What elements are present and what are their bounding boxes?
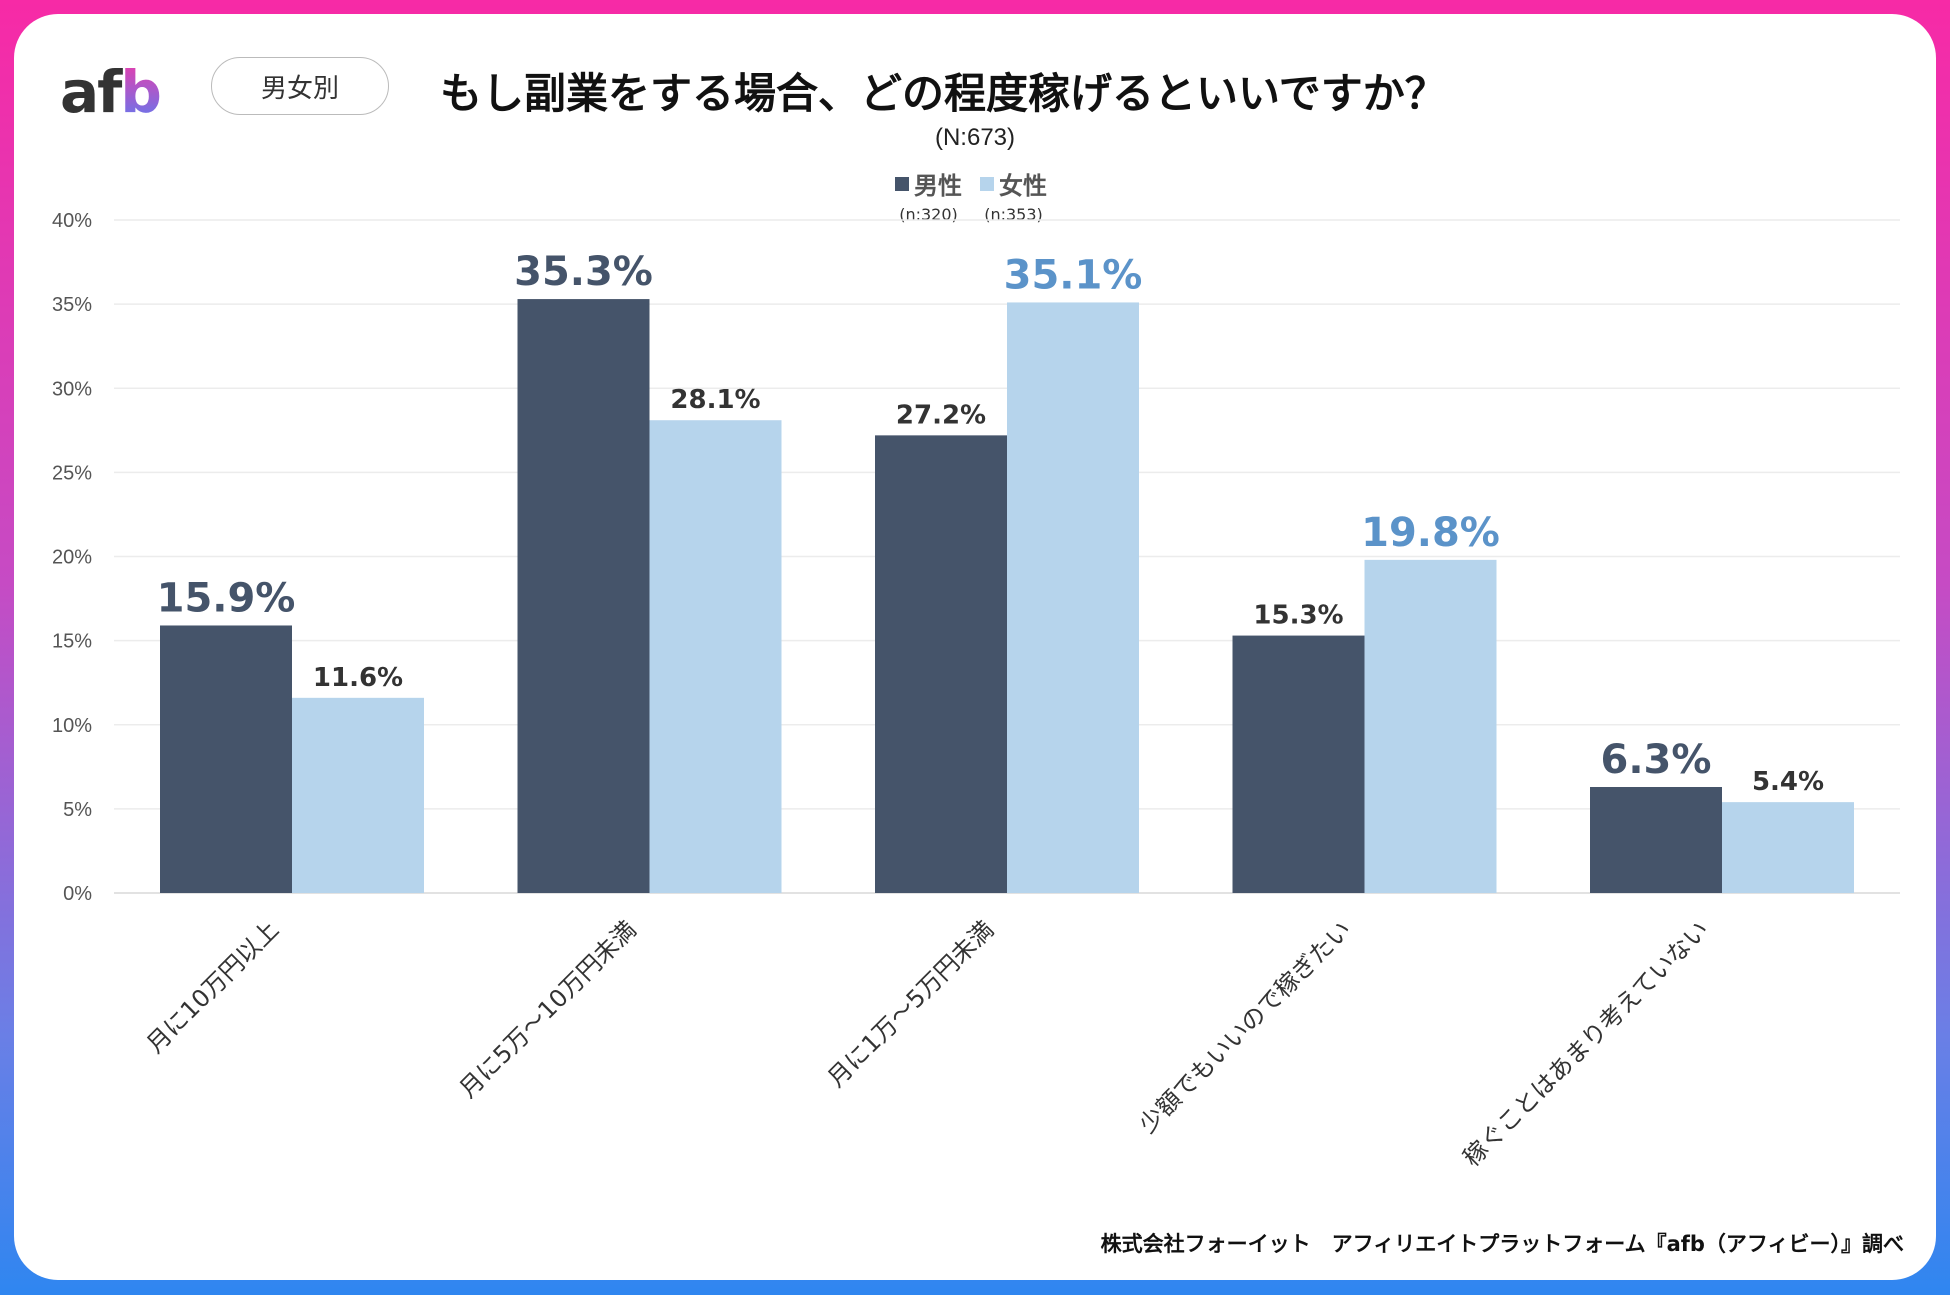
legend-swatch [980, 176, 994, 191]
bar-female [649, 420, 782, 893]
bar-female [1722, 802, 1854, 893]
afb-logo: afb [60, 58, 162, 126]
legend-label: 男性 [914, 172, 962, 200]
sample-size: (N:673) [934, 124, 1016, 151]
bar-female [1364, 559, 1497, 893]
y-tick-label: 20% [52, 547, 92, 569]
x-category-label: 少額でもいいので稼ぎたい [1134, 915, 1357, 1138]
bar-female [292, 697, 424, 893]
data-label: 27.2% [896, 400, 986, 430]
data-label: 35.3% [514, 249, 653, 295]
x-category-label: 月に5万～10万円未満 [454, 915, 642, 1103]
x-category-label: 月に10万円以上 [141, 915, 284, 1058]
legend-item-female: 女性 (n:353) [980, 166, 1047, 224]
bar-male [517, 299, 650, 893]
x-category-label: 月に1万～5万円未満 [822, 915, 999, 1092]
data-label: 6.3% [1601, 737, 1712, 783]
chart-title: もし副業をする場合、どの程度稼げるといいですか？ [440, 69, 1447, 118]
bar-male [875, 435, 1007, 893]
y-tick-label: 10% [52, 715, 92, 737]
y-tick-label: 40% [52, 210, 92, 232]
data-label: 15.3% [1253, 601, 1343, 631]
data-label: 11.6% [313, 663, 403, 693]
legend-label: 女性 [999, 172, 1047, 200]
y-tick-label: 25% [52, 462, 92, 484]
segment-badge: 男女別 [211, 57, 389, 115]
data-label: 28.1% [670, 385, 760, 415]
legend-swatch [895, 176, 909, 191]
data-label: 35.1% [1004, 252, 1143, 298]
y-tick-label: 5% [63, 799, 92, 821]
bar-male [1232, 635, 1365, 893]
source-note: 株式会社フォーイット アフィリエイトプラットフォーム『afb（アフィビー）』調べ [1100, 1232, 1904, 1256]
y-tick-label: 35% [52, 294, 92, 316]
legend: 男性 (n:320) 女性 (n:353) [895, 166, 1047, 224]
bar-male [1590, 787, 1722, 893]
bar-male [160, 625, 292, 893]
y-tick-label: 15% [52, 631, 92, 653]
y-tick-label: 30% [52, 378, 92, 400]
bar-female [1007, 302, 1139, 893]
data-label: 15.9% [157, 575, 296, 621]
y-tick-label: 0% [63, 883, 92, 905]
data-label: 19.8% [1361, 510, 1500, 556]
x-category-label: 稼ぐことはあまり考えていない [1458, 915, 1715, 1172]
data-label: 5.4% [1752, 767, 1824, 797]
